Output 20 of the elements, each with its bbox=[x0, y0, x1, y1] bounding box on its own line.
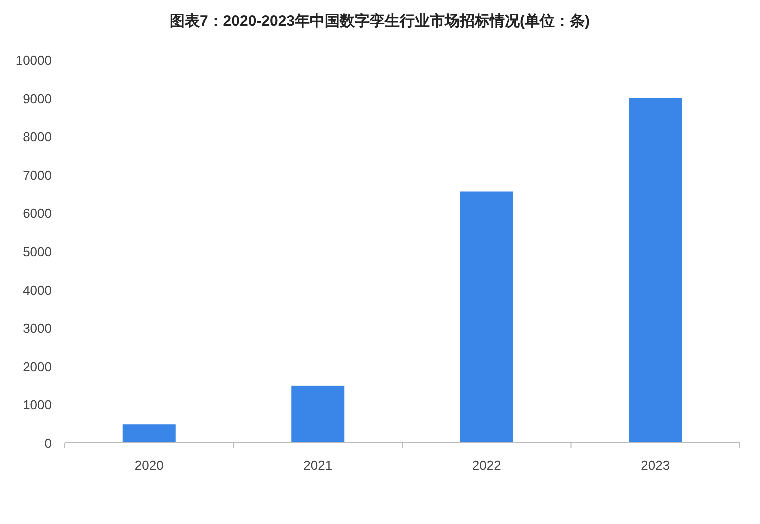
y-tick-label: 5000 bbox=[23, 244, 52, 260]
y-tick-label: 7000 bbox=[23, 168, 52, 183]
x-tick-label: 2021 bbox=[304, 458, 333, 473]
x-tick-label: 2022 bbox=[472, 458, 502, 473]
y-tick-label: 10000 bbox=[16, 53, 52, 68]
y-tick-label: 0 bbox=[44, 436, 52, 451]
y-tick-label: 3000 bbox=[23, 321, 52, 336]
bar bbox=[629, 98, 682, 443]
bar bbox=[292, 386, 345, 443]
x-tick-label: 2020 bbox=[134, 458, 164, 473]
y-tick-label: 2000 bbox=[23, 359, 52, 374]
y-tick-label: 8000 bbox=[23, 130, 52, 145]
y-tick-label: 6000 bbox=[23, 206, 52, 222]
bar bbox=[460, 192, 514, 443]
y-tick-label: 9000 bbox=[23, 91, 52, 106]
chart-title: 图表7：2020-2023年中国数字孪生行业市场招标情况(单位：条) bbox=[170, 12, 590, 30]
x-tick-label: 2023 bbox=[641, 458, 670, 473]
y-tick-label: 4000 bbox=[23, 282, 52, 298]
y-tick-label: 1000 bbox=[23, 398, 52, 413]
bar bbox=[122, 424, 176, 443]
